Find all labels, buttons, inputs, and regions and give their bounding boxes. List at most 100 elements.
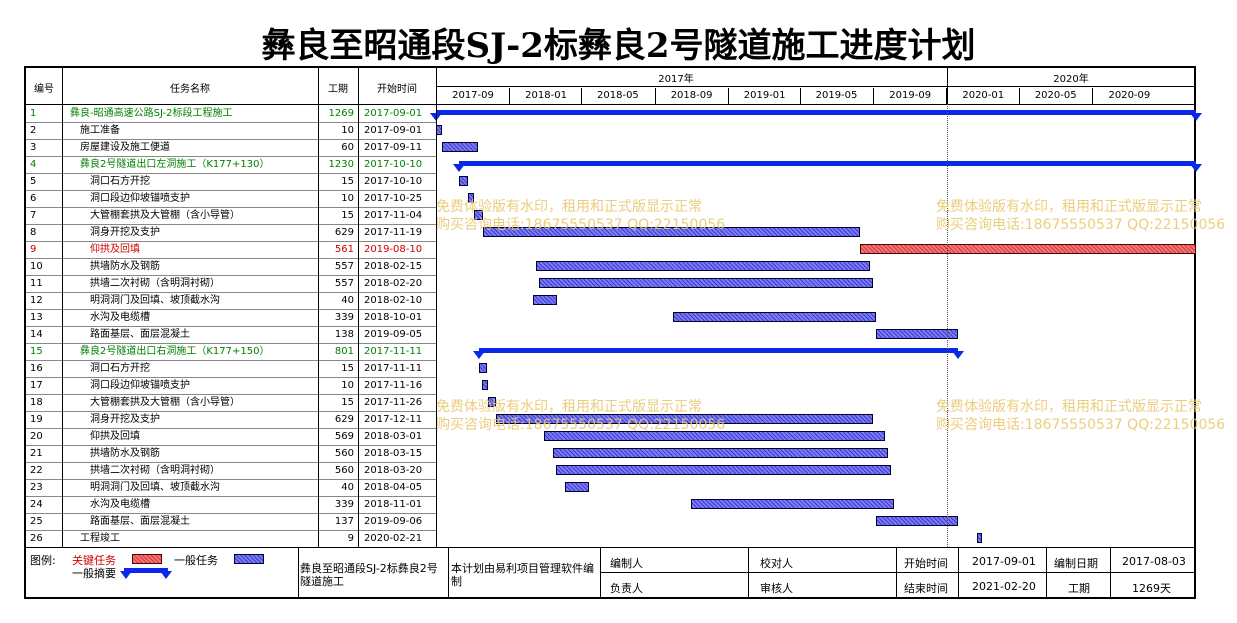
task-duration: 15	[341, 363, 354, 374]
summary-bar[interactable]	[478, 348, 959, 353]
year-label-2020: 2020年	[1053, 74, 1089, 85]
task-bar[interactable]	[539, 278, 873, 288]
task-bar[interactable]	[474, 210, 484, 220]
task-name: 明洞洞门及回填、坡顶截水沟	[90, 482, 220, 493]
prepared-date-label: 编制日期	[1054, 557, 1098, 570]
task-bar[interactable]	[478, 363, 488, 373]
task-bar[interactable]	[565, 482, 590, 492]
task-bar[interactable]	[544, 431, 886, 441]
task-start: 2017-10-25	[364, 193, 423, 204]
task-start: 2018-03-20	[364, 465, 423, 476]
task-number: 14	[30, 329, 43, 340]
task-number: 24	[30, 499, 43, 510]
task-name: 明洞洞门及回填、坡顶截水沟	[90, 295, 220, 306]
task-bar[interactable]	[441, 142, 478, 152]
task-name: 拱墙防水及钢筋	[90, 448, 160, 459]
task-number: 18	[30, 397, 43, 408]
task-number: 19	[30, 414, 43, 425]
task-bar[interactable]	[875, 329, 959, 339]
total-duration-value: 1269天	[1132, 582, 1171, 595]
task-name: 仰拱及回填	[90, 244, 140, 255]
summary-marker	[1190, 113, 1202, 121]
task-number: 13	[30, 312, 43, 323]
tick-label: 2017-09	[452, 90, 494, 101]
task-duration: 60	[341, 142, 354, 153]
task-duration: 15	[341, 210, 354, 221]
prepared-date-value: 2017-08-03	[1122, 555, 1186, 568]
task-bar[interactable]	[459, 176, 469, 186]
task-name: 水沟及电缆槽	[90, 499, 150, 510]
task-name: 洞身开挖及支护	[90, 414, 160, 425]
tick-label: 2019-09	[889, 90, 932, 101]
task-bar[interactable]	[483, 227, 861, 237]
task-start: 2017-12-11	[364, 414, 423, 425]
task-start: 2017-11-11	[364, 363, 423, 374]
summary-bar[interactable]	[459, 161, 1196, 166]
task-number: 12	[30, 295, 43, 306]
task-name: 仰拱及回填	[90, 431, 140, 442]
task-number: 16	[30, 363, 43, 374]
task-bar[interactable]	[536, 261, 870, 271]
task-name: 拱墙防水及钢筋	[90, 261, 160, 272]
task-number: 9	[30, 244, 37, 255]
task-number: 5	[30, 176, 37, 187]
task-start: 2018-04-05	[364, 482, 423, 493]
summary-marker	[952, 351, 965, 359]
task-bar[interactable]	[552, 448, 889, 458]
tick-label: 2019-01	[743, 90, 786, 101]
task-start: 2017-11-04	[364, 210, 423, 221]
task-bar[interactable]	[533, 295, 557, 305]
task-start: 2017-11-11	[364, 346, 423, 357]
task-bar[interactable]	[487, 397, 497, 407]
task-duration: 137	[334, 516, 354, 527]
task-bar[interactable]	[555, 465, 892, 475]
owner-label: 负责人	[610, 582, 643, 595]
task-duration: 560	[334, 465, 354, 476]
tick-label: 2018-09	[670, 90, 713, 101]
task-number: 21	[30, 448, 43, 459]
task-duration: 15	[341, 176, 354, 187]
task-bar[interactable]	[481, 380, 488, 390]
task-name: 大管棚套拱及大管棚（含小导管）	[90, 210, 240, 221]
task-duration: 339	[334, 312, 354, 323]
task-number: 20	[30, 431, 43, 442]
task-name: 洞口段边仰坡锚喷支护	[90, 380, 190, 391]
task-bar[interactable]	[976, 533, 983, 543]
task-duration: 9	[347, 533, 354, 544]
legend-normal-label: 一般任务	[174, 554, 218, 567]
task-bar[interactable]	[672, 312, 876, 322]
watermark-2: 免费体验版有水印，租用和正式版显示正常 购买咨询电话:18675550537 QQ…	[936, 199, 1226, 233]
tick-label: 2020-05	[1034, 90, 1077, 101]
critical-task-bar[interactable]	[860, 244, 1196, 254]
task-start: 2018-03-01	[364, 431, 423, 442]
start-time-value: 2017-09-01	[972, 555, 1036, 568]
task-name: 拱墙二次衬砌（含明洞衬砌）	[90, 278, 220, 289]
task-start: 2017-09-11	[364, 142, 423, 153]
summary-bar[interactable]	[436, 110, 1196, 115]
task-name: 洞口段边仰坡锚喷支护	[90, 193, 190, 204]
legend-critical-label: 关键任务	[72, 554, 116, 567]
task-name: 洞身开挖及支护	[90, 227, 160, 238]
task-duration: 569	[334, 431, 354, 442]
task-start: 2018-11-01	[364, 499, 423, 510]
task-bar[interactable]	[468, 193, 475, 203]
task-name: 路面基层、面层混凝土	[90, 329, 190, 340]
project-name: 彝良至昭通段SJ-2标彝良2号隧道施工	[300, 562, 438, 588]
task-bar[interactable]	[496, 414, 874, 424]
task-bar[interactable]	[876, 516, 959, 526]
task-name: 彝良2号隧道出口右洞施工（K177+150）	[80, 346, 270, 357]
task-bar[interactable]	[691, 499, 895, 509]
tick-label: 2020-09	[1108, 90, 1151, 101]
checked-by-label: 校对人	[760, 557, 793, 570]
legend-label: 图例:	[30, 554, 56, 567]
tick-label: 2019-05	[815, 90, 858, 101]
task-duration: 561	[334, 244, 354, 255]
task-name: 工程竣工	[80, 533, 120, 544]
task-duration: 138	[334, 329, 354, 340]
task-start: 2017-10-10	[364, 176, 423, 187]
reviewer-label: 审核人	[760, 582, 793, 595]
summary-marker	[453, 164, 466, 172]
watermark-4: 免费体验版有水印，租用和正式版显示正常 购买咨询电话:18675550537 QQ…	[936, 399, 1226, 433]
summary-marker	[1190, 164, 1202, 172]
task-duration: 10	[341, 193, 354, 204]
